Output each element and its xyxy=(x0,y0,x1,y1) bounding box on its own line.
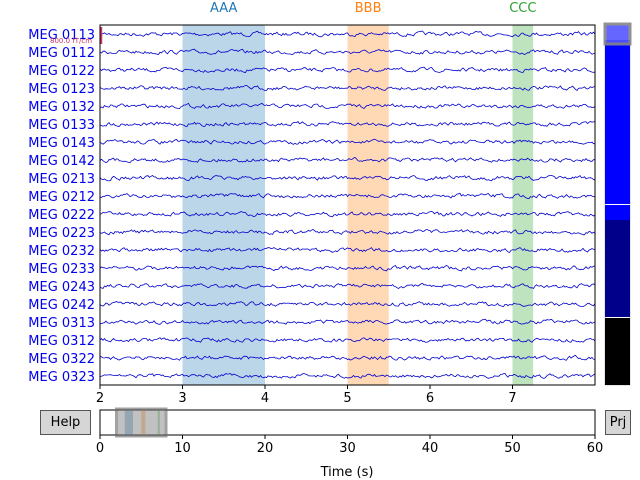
annotation-band-ccc[interactable] xyxy=(512,25,534,385)
channel-trace xyxy=(99,102,596,110)
channel-labels: MEG 0113 MEG 0112 MEG 0122 MEG 0123 MEG 0132… xyxy=(28,28,95,385)
channel-trace xyxy=(99,138,596,145)
channel-trace xyxy=(99,174,596,182)
projector-button[interactable]: Prj xyxy=(605,410,631,435)
overview-x-label: Time (s) xyxy=(320,465,374,480)
channel-label[interactable]: MEG 0112 xyxy=(28,46,95,61)
overview-x-tick-label: 30 xyxy=(339,441,356,456)
channel-trace xyxy=(99,354,596,361)
scale-bar: 800.0 fT/cm xyxy=(50,27,103,45)
channel-label[interactable]: MEG 0142 xyxy=(28,154,95,169)
annotation-label: CCC xyxy=(509,1,536,16)
channel-trace xyxy=(99,30,596,38)
channel-trace xyxy=(99,372,596,379)
channel-trace xyxy=(99,247,596,254)
channel-trace xyxy=(99,318,596,325)
scale-bar-label: 800.0 fT/cm xyxy=(50,37,92,45)
channel-trace xyxy=(99,337,596,343)
main-x-tick-label: 7 xyxy=(508,391,516,406)
scrollbar-group-1 xyxy=(605,40,630,204)
channel-trace xyxy=(99,228,596,236)
channel-trace xyxy=(99,210,596,218)
channel-label[interactable]: MEG 0242 xyxy=(28,298,95,313)
annotation-band-bbb[interactable] xyxy=(347,25,389,385)
channel-label[interactable]: MEG 0113 xyxy=(28,28,95,43)
channel-label[interactable]: MEG 0122 xyxy=(28,64,95,79)
overview-x-tick-label: 0 xyxy=(96,441,104,456)
overview-window-marker[interactable] xyxy=(115,407,168,438)
channel-trace xyxy=(99,192,596,200)
overview-frame[interactable] xyxy=(99,409,596,436)
channel-label[interactable]: MEG 0132 xyxy=(28,100,95,115)
main-x-tick-label: 5 xyxy=(343,391,351,406)
main-x-tick-label: 6 xyxy=(426,391,434,406)
help-button[interactable]: Help xyxy=(40,410,91,435)
channel-label[interactable]: MEG 0232 xyxy=(28,244,95,259)
channel-trace xyxy=(99,48,595,56)
channel-label[interactable]: MEG 0243 xyxy=(28,280,95,295)
channel-label[interactable]: MEG 0313 xyxy=(28,316,95,331)
channel-trace xyxy=(99,157,596,164)
overview-x-tick-label: 40 xyxy=(422,441,439,456)
channel-traces xyxy=(99,30,596,379)
channel-label[interactable]: MEG 0123 xyxy=(28,82,95,97)
overview-x-tick-label: 60 xyxy=(587,441,604,456)
channel-trace xyxy=(99,121,596,127)
annotation-label: AAA xyxy=(210,1,238,16)
time-overview-bar[interactable]: 0 10 20 30 40 50 60 Time (s) xyxy=(96,407,604,480)
channel-label[interactable]: MEG 0143 xyxy=(28,136,95,151)
channel-label[interactable]: MEG 0213 xyxy=(28,172,95,187)
annotation-label: BBB xyxy=(355,1,382,16)
main-x-tick-label: 3 xyxy=(178,391,186,406)
channel-label[interactable]: MEG 0233 xyxy=(28,262,95,277)
channel-label[interactable]: MEG 0133 xyxy=(28,118,95,133)
channel-label[interactable]: MEG 0222 xyxy=(28,208,95,223)
scrollbar-thumb[interactable] xyxy=(603,22,632,46)
channel-label[interactable]: MEG 0322 xyxy=(28,352,95,367)
scrollbar-group-3 xyxy=(605,220,630,317)
scrollbar-group-2 xyxy=(605,205,630,220)
annotation-band-aaa[interactable] xyxy=(182,25,266,385)
channel-trace xyxy=(99,66,596,73)
scrollbar-group-4 xyxy=(605,318,630,385)
main-x-tick-label: 4 xyxy=(261,391,269,406)
channel-trace xyxy=(99,282,596,290)
channel-trace xyxy=(99,264,596,272)
channel-trace xyxy=(99,301,596,308)
main-x-axis: 2 3 4 5 6 7 xyxy=(96,385,517,406)
channel-label[interactable]: MEG 0323 xyxy=(28,370,95,385)
annotation-labels: AAA BBB CCC xyxy=(210,1,536,16)
overview-x-tick-label: 20 xyxy=(257,441,274,456)
channel-label[interactable]: MEG 0312 xyxy=(28,334,95,349)
channel-trace xyxy=(99,85,596,91)
overview-x-tick-label: 50 xyxy=(504,441,521,456)
channel-label[interactable]: MEG 0223 xyxy=(28,226,95,241)
overview-x-tick-label: 10 xyxy=(174,441,191,456)
main-x-tick-label: 2 xyxy=(96,391,104,406)
channel-scrollbar[interactable] xyxy=(603,22,632,386)
channel-label[interactable]: MEG 0212 xyxy=(28,190,95,205)
annotation-bands xyxy=(182,25,534,385)
